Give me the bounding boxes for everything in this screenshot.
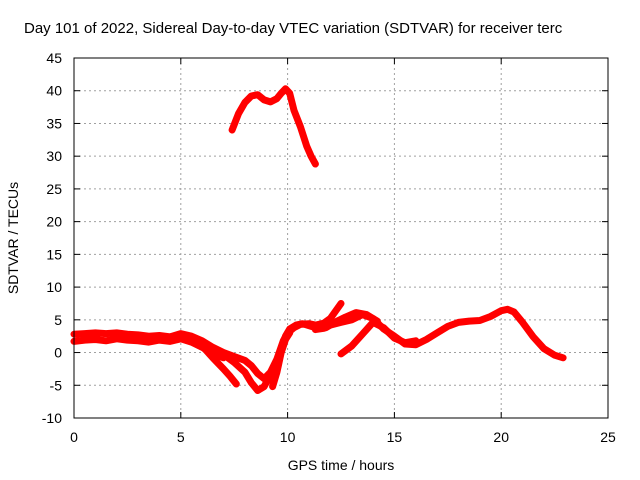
y-tick-label: 35 (46, 115, 62, 131)
y-tick-label: 15 (46, 246, 62, 262)
y-tick-label: 0 (54, 345, 62, 361)
y-tick-label: -5 (50, 377, 63, 393)
series-base-1-spread (70, 335, 227, 362)
chart-title: Day 101 of 2022, Sidereal Day-to-day VTE… (24, 20, 563, 37)
y-tick-label: -10 (42, 410, 62, 426)
y-axis-title: SDTVAR / TECUs (5, 182, 21, 294)
x-tick-label: 15 (387, 429, 403, 445)
x-tick-label: 25 (600, 429, 616, 445)
y-tick-label: 30 (46, 148, 62, 164)
series-rise-c (269, 329, 294, 391)
x-tick-label: 0 (70, 429, 78, 445)
y-tick-label: 5 (54, 312, 62, 328)
x-axis-title: GPS time / hours (288, 457, 395, 473)
y-tick-label: 40 (46, 83, 62, 99)
series-mid-2 (337, 318, 420, 358)
plot-frame (73, 57, 609, 419)
series-mid-1 (311, 305, 567, 362)
x-tick-label: 10 (280, 429, 296, 445)
series-layer (70, 85, 567, 394)
y-tick-label: 25 (46, 181, 62, 197)
series-dip-a (198, 342, 240, 388)
series-high-arc (228, 85, 319, 168)
x-tick-label: 20 (493, 429, 509, 445)
y-tick-label: 20 (46, 214, 62, 230)
series-mid-3 (322, 309, 381, 332)
y-tick-label: 45 (46, 50, 62, 66)
tick-layer: 0 5 10 15 20 25 -10 -5 0 5 10 15 20 25 30 35 40 45 (42, 50, 616, 445)
y-tick-label: 10 (46, 279, 62, 295)
series-dip-b (209, 345, 272, 394)
grid-layer (74, 58, 608, 418)
x-tick-label: 5 (177, 429, 185, 445)
